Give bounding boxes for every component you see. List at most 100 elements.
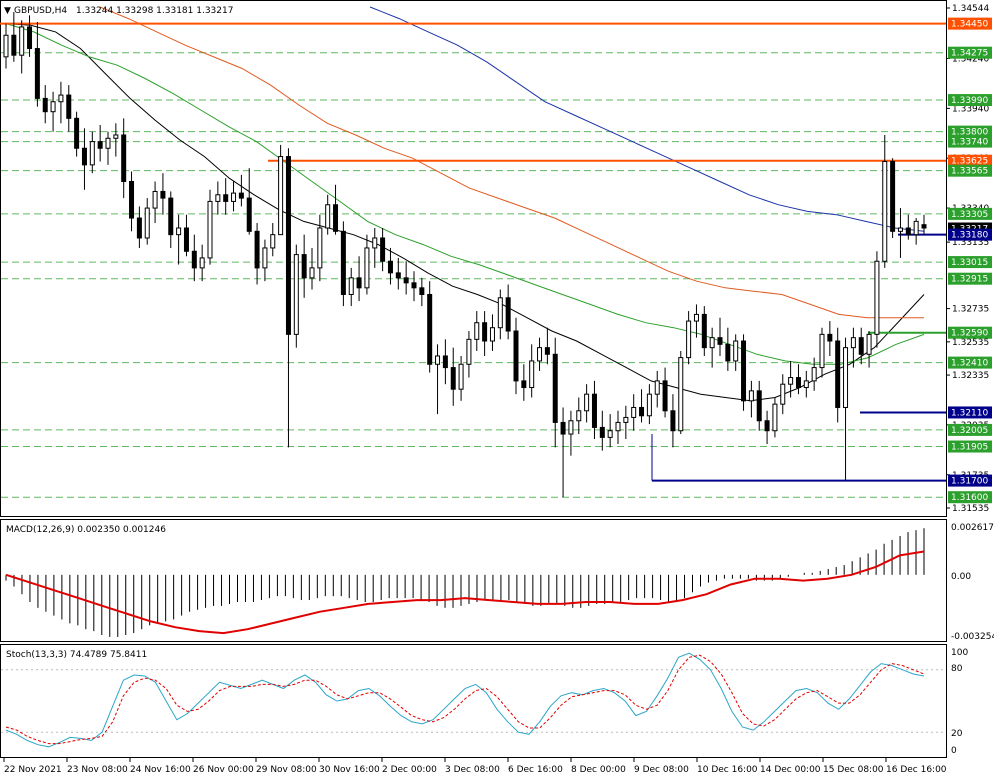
price-tick-label: 1.34544 — [952, 4, 989, 14]
candle-bear — [827, 333, 833, 342]
candle-bear — [254, 230, 260, 269]
level-label-dashed: 1.32915 — [951, 275, 988, 285]
level-label-box — [948, 164, 992, 177]
time-label: 9 Dec 08:00 — [634, 765, 689, 775]
candle-bull — [113, 134, 119, 139]
level-label-box — [948, 326, 992, 339]
candle-bear — [717, 337, 723, 345]
candle-bull — [772, 403, 778, 432]
level-label-box — [948, 406, 992, 419]
time-label: 29 Nov 08:00 — [256, 765, 317, 775]
time-label: 8 Dec 00:00 — [571, 765, 626, 775]
candle-bull — [497, 297, 503, 329]
candle-bull — [144, 207, 150, 239]
time-label: 24 Nov 16:00 — [130, 765, 191, 775]
chart-menu-arrow-icon[interactable]: ▼ — [4, 6, 11, 16]
time-label: 22 Nov 2021 — [4, 765, 62, 775]
candle-bear — [552, 353, 558, 423]
time-label: 14 Dec 00:00 — [760, 765, 821, 775]
symbol-label: GBPUSD,H4 — [14, 6, 67, 16]
candle-bull — [176, 227, 182, 236]
time-label: 3 Dec 08:00 — [445, 765, 500, 775]
level-label-box — [948, 135, 992, 148]
candle-bull — [874, 260, 880, 335]
candle-bear — [183, 227, 189, 252]
candle-bear — [890, 161, 896, 232]
candle-bull — [309, 267, 315, 279]
candle-bull — [709, 337, 715, 349]
ma-line-black — [5, 23, 925, 402]
level-label-box — [948, 228, 992, 241]
candle-bear — [411, 282, 417, 289]
candle-bull — [58, 94, 64, 103]
level-label-dashed: 1.34275 — [951, 49, 988, 59]
candle-bear — [246, 197, 252, 232]
time-label: 6 Dec 16:00 — [508, 765, 563, 775]
horizontal-levels — [0, 22, 946, 482]
macd-tick-bottom: -0.003254 — [951, 632, 994, 642]
candle-bear — [764, 420, 770, 432]
candle-bull — [631, 406, 637, 418]
level-label-dashed: 1.31905 — [951, 443, 988, 453]
candle-bear — [191, 250, 197, 269]
time-label: 30 Nov 16:00 — [319, 765, 380, 775]
time-label: 2 Dec 00:00 — [382, 765, 437, 775]
candle-bull — [215, 194, 221, 202]
stoch-panel-frame — [0, 644, 947, 758]
candle-bear — [560, 421, 566, 435]
level-label-dashed: 1.33800 — [951, 128, 988, 138]
ma-line-orange — [99, 6, 924, 319]
candle-bear — [858, 337, 864, 355]
price-tick-label: 1.32735 — [952, 305, 989, 315]
level-label-blue: 1.32110 — [951, 408, 988, 418]
candle-bull — [693, 313, 699, 322]
stoch-panel — [1, 652, 946, 748]
candle-bear — [301, 254, 307, 279]
level-label-blue: 1.31700 — [951, 477, 988, 487]
price-panel-frame — [0, 0, 947, 517]
level-label-resistance: 1.34450 — [951, 20, 988, 30]
time-label: 23 Nov 08:00 — [67, 765, 128, 775]
candle-bear — [121, 134, 127, 182]
macd-panel — [5, 528, 925, 637]
candle-bear — [74, 117, 80, 149]
candle-bear — [97, 141, 103, 149]
candle-bull — [435, 355, 441, 365]
candle-bear — [450, 367, 456, 390]
candle-bear — [27, 26, 33, 50]
candle-bull — [348, 277, 354, 295]
level-label-dashed: 1.31600 — [951, 493, 988, 503]
candle-bull — [913, 220, 919, 236]
level-label-box — [948, 272, 992, 285]
candle-bear — [403, 277, 409, 284]
candle-bull — [207, 200, 213, 259]
stoch-title: Stoch(13,3,3) 74.4789 75.8411 — [6, 650, 147, 660]
candle-bull — [788, 377, 794, 385]
candle-bear — [129, 180, 135, 219]
level-label-box — [948, 46, 992, 59]
candles — [3, 11, 927, 498]
ohlc-readout: 1.33244 1.33298 1.33181 1.33217 — [76, 6, 233, 16]
candle-bull — [615, 421, 621, 432]
candle-bear — [380, 237, 386, 262]
candle-bear — [168, 197, 174, 236]
stoch-tick-0: 0 — [951, 746, 957, 756]
stoch-main-line — [5, 652, 925, 748]
candle-bull — [89, 141, 95, 166]
candle-bull — [866, 333, 872, 355]
candle-bear — [591, 393, 597, 428]
candle-bull — [819, 333, 825, 369]
level-label-blue: 1.33180 — [951, 231, 988, 241]
time-label: 26 Nov 00:00 — [193, 765, 254, 775]
candle-bull — [489, 327, 495, 342]
candle-bear — [238, 192, 244, 199]
candle-bear — [725, 343, 731, 362]
moving-averages — [5, 6, 925, 402]
candle-bull — [466, 338, 472, 365]
candle-bull — [811, 367, 817, 382]
candle-bear — [356, 277, 362, 289]
candle-bull — [19, 26, 25, 56]
time-label: 15 Dec 08:00 — [823, 765, 884, 775]
macd-tick-zero: 0.00 — [951, 572, 971, 582]
